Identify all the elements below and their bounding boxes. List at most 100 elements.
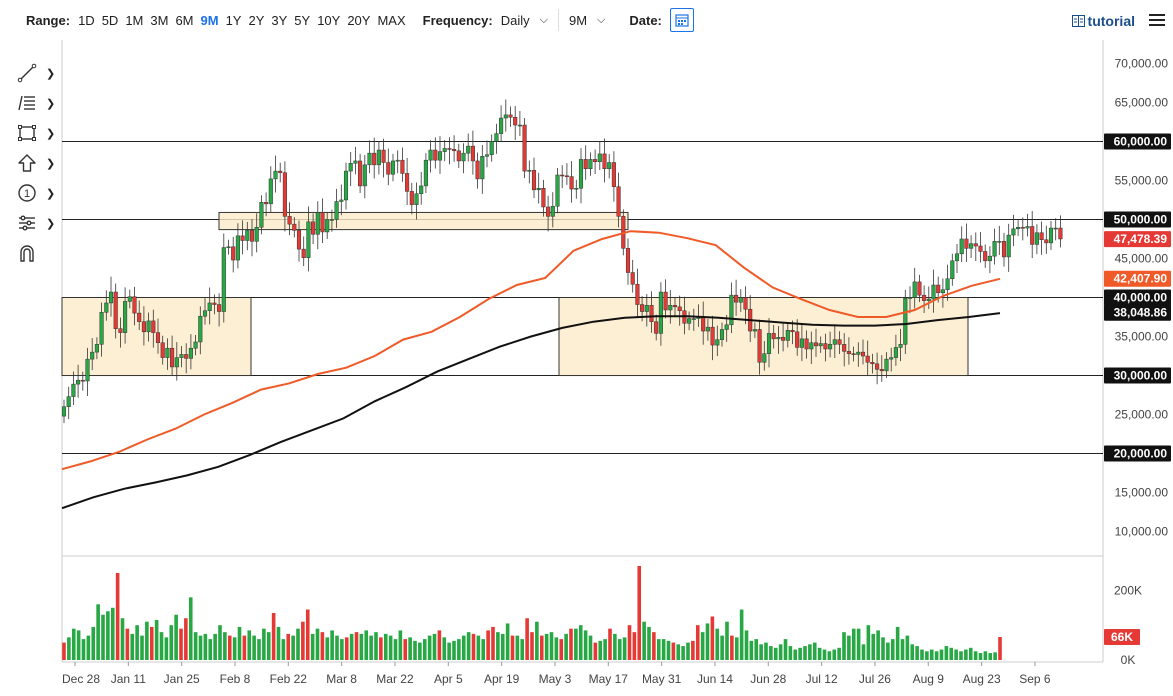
number-label-tool[interactable]: 1 ❯: [16, 178, 55, 208]
volume-bar: [76, 630, 81, 660]
x-tick-label: May 17: [589, 672, 629, 686]
candle-body: [1001, 241, 1007, 258]
candle: [560, 165, 565, 189]
range-button-6m[interactable]: 6M: [175, 12, 194, 28]
candle: [574, 179, 579, 199]
candle: [588, 152, 593, 176]
candle-body: [61, 406, 67, 417]
range-button-max[interactable]: MAX: [377, 12, 406, 28]
range-button-1y[interactable]: 1Y: [225, 12, 242, 28]
range-button-10y[interactable]: 10Y: [317, 12, 341, 28]
candle: [386, 148, 391, 186]
volume-bar: [252, 635, 256, 660]
range-button-5y[interactable]: 5Y: [294, 12, 311, 28]
volume-bar: [739, 609, 744, 660]
volume-bar: [476, 635, 481, 660]
volume-bar: [676, 644, 681, 660]
volume-bar: [427, 635, 432, 660]
candle: [348, 152, 353, 187]
volume-bar: [812, 642, 817, 660]
candle: [715, 325, 720, 357]
volume-bar: [837, 647, 841, 660]
candle-body: [118, 328, 123, 333]
range-button-3m[interactable]: 3M: [150, 12, 169, 28]
range-button-2y[interactable]: 2Y: [248, 12, 265, 28]
candle-body: [649, 305, 654, 322]
tutorial-link[interactable]: tutorial: [1071, 13, 1135, 29]
candle: [503, 99, 508, 132]
volume-bar: [481, 639, 486, 660]
candle: [978, 231, 983, 263]
candle: [611, 151, 616, 202]
candle: [90, 338, 95, 371]
candle-body: [221, 247, 226, 312]
measure-tool[interactable]: ❯: [16, 208, 55, 238]
volume-bar: [242, 635, 247, 660]
volume-bar: [164, 637, 169, 660]
volume-bar: [237, 626, 242, 660]
candle: [724, 314, 729, 342]
candle: [578, 148, 584, 204]
calendar-button[interactable]: [669, 8, 694, 32]
volume-bar: [613, 633, 617, 660]
candle-body: [790, 330, 795, 333]
period-dropdown[interactable]: 9M ⌵: [569, 13, 605, 28]
candle: [719, 322, 725, 347]
candle: [513, 106, 518, 141]
volume-bar: [968, 647, 973, 660]
x-tick-label: May 31: [642, 672, 682, 686]
chevron-right-icon: ❯: [46, 187, 56, 200]
candle: [301, 236, 306, 267]
candle-body: [254, 227, 259, 242]
range-button-20y[interactable]: 20Y: [347, 12, 371, 28]
volume-bar: [920, 649, 924, 660]
ma50-line: [61, 230, 1001, 471]
candle-body: [85, 358, 90, 382]
candle-body: [762, 353, 767, 363]
volume-bar: [223, 632, 227, 660]
candle-body: [235, 235, 240, 261]
candle: [141, 306, 146, 346]
volume-bar: [842, 632, 846, 660]
candle: [973, 232, 978, 261]
candle-body: [677, 306, 682, 312]
candle: [466, 133, 471, 162]
candle: [306, 206, 311, 272]
volume-bar: [227, 635, 232, 660]
frequency-dropdown[interactable]: Daily ⌵: [501, 13, 548, 28]
volume-bar: [154, 619, 159, 660]
candle-body: [922, 294, 927, 301]
candle-body: [146, 320, 151, 333]
range-button-3y[interactable]: 3Y: [271, 12, 288, 28]
date-label: Date:: [629, 12, 662, 28]
candle-body: [414, 193, 419, 205]
volume-bar: [881, 637, 885, 660]
hamburger-menu-icon[interactable]: [1149, 11, 1165, 29]
magnet-tool[interactable]: [16, 238, 55, 268]
volume-bar: [710, 616, 715, 660]
price-label-box: [1104, 304, 1171, 321]
range-button-group: 1D 5D 1M 3M 6M 9M 1Y 2Y 3Y 5Y 10Y 20Y MAX: [78, 13, 413, 28]
arrow-tool[interactable]: ❯: [16, 148, 55, 178]
candle-body: [372, 152, 377, 166]
range-button-9m[interactable]: 9M: [200, 12, 219, 28]
volume-bar: [569, 628, 573, 660]
volume-bar: [486, 630, 490, 660]
level-label: 50,000.00: [1114, 212, 1168, 226]
candle: [987, 246, 992, 274]
range-button-1d[interactable]: 1D: [78, 12, 95, 28]
rectangle-tool[interactable]: ❯: [16, 118, 55, 148]
fibonacci-tool[interactable]: ❯: [16, 88, 55, 118]
range-button-5d[interactable]: 5D: [101, 12, 119, 28]
candle: [104, 290, 109, 321]
range-button-1m[interactable]: 1M: [125, 12, 144, 28]
volume-bar: [149, 626, 154, 660]
candle-body: [296, 230, 302, 250]
candle: [137, 300, 142, 331]
candle-body: [954, 253, 960, 262]
candle-body: [1048, 227, 1054, 244]
line-tool[interactable]: ❯: [16, 58, 55, 88]
y-tick-label: 65,000.00: [1115, 95, 1169, 109]
candle-body: [889, 357, 894, 360]
